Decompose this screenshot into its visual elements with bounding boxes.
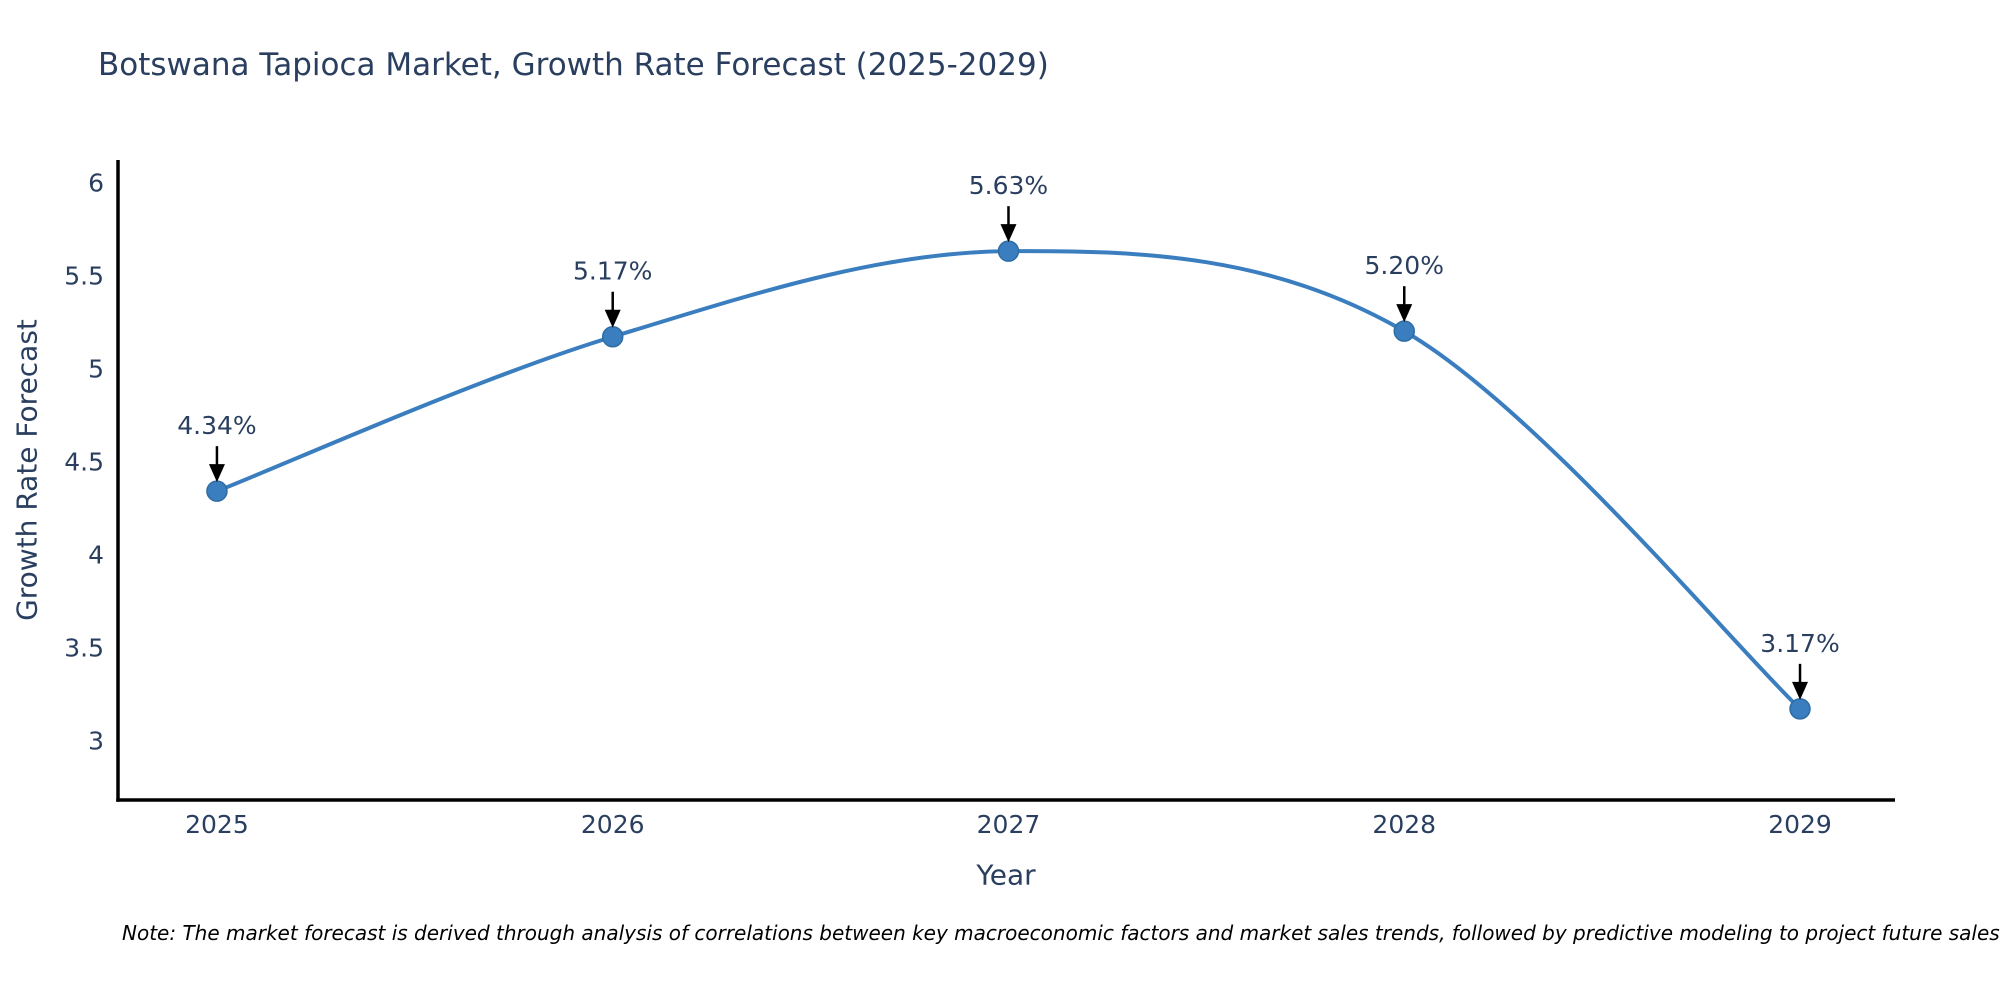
chart-title: Botswana Tapioca Market, Growth Rate For…: [98, 47, 1049, 83]
point-value-label: 3.17%: [1760, 629, 1839, 658]
x-tick-label: 2025: [185, 810, 249, 839]
data-point-2028: [1393, 320, 1415, 342]
point-value-label: 5.20%: [1365, 251, 1444, 280]
y-axis-title: Growth Rate Forecast: [10, 319, 44, 621]
x-tick-label: 2029: [1768, 810, 1832, 839]
point-value-label: 5.63%: [969, 171, 1048, 200]
annotation-arrow-head: [1792, 681, 1809, 700]
x-axis-title: Year: [976, 858, 1036, 892]
x-tick-label: 2028: [1372, 810, 1436, 839]
annotation-arrow-head: [208, 464, 225, 483]
x-tick-label: 2026: [581, 810, 645, 839]
y-tick-label: 4.5: [64, 447, 104, 476]
y-tick-label: 5.5: [64, 261, 104, 290]
forecast-line: [214, 249, 1803, 711]
annotation-arrow-head: [1396, 304, 1413, 323]
data-point-2027: [997, 240, 1020, 262]
data-point-2026: [601, 325, 624, 348]
footnote: Note: The market forecast is derived thr…: [122, 921, 2000, 945]
y-tick-label: 4: [88, 540, 104, 569]
y-tick-label: 3: [88, 726, 104, 755]
data-point-2029: [1789, 698, 1811, 720]
y-tick-label: 3.5: [64, 633, 104, 662]
data-point-2025: [206, 480, 228, 502]
x-tick-label: 2027: [977, 810, 1041, 839]
point-value-label: 4.34%: [177, 411, 256, 440]
y-tick-label: 5: [88, 354, 104, 383]
annotation-arrow-head: [604, 309, 621, 328]
point-value-label: 5.17%: [573, 257, 652, 286]
y-tick-label: 6: [88, 168, 104, 197]
annotation-arrow-head: [1000, 224, 1017, 243]
